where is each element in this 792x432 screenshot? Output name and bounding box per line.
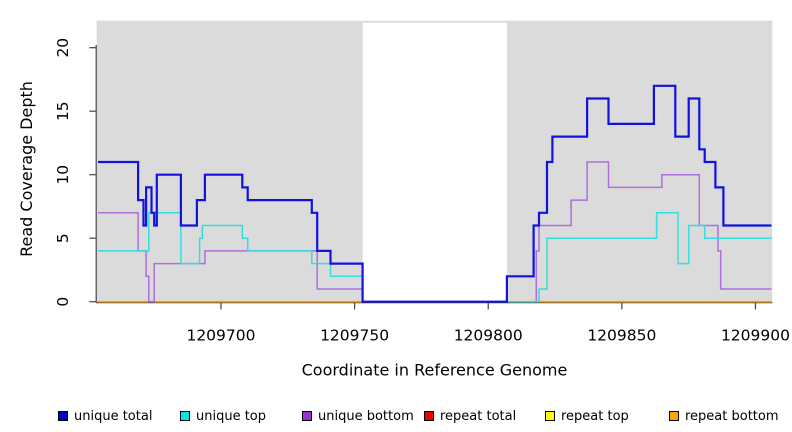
- legend-label: unique bottom: [318, 408, 414, 424]
- x-tick-label: 1209750: [320, 327, 389, 345]
- legend-item-unique-bottom: unique bottom: [302, 408, 414, 424]
- legend-label: repeat bottom: [685, 408, 779, 424]
- legend-item-repeat-total: repeat total: [424, 408, 516, 424]
- x-tick-label: 1209850: [587, 327, 656, 345]
- legend-swatch: [58, 411, 68, 421]
- legend-item-repeat-top: repeat top: [545, 408, 629, 424]
- legend-item-repeat-bottom: repeat bottom: [669, 408, 779, 424]
- x-tick-label: 1209700: [186, 327, 255, 345]
- series-line-unique-total: [98, 84, 772, 303]
- y-tick-label: 0: [54, 297, 72, 307]
- x-tick-label: 1209800: [454, 327, 523, 345]
- legend-swatch: [669, 411, 679, 421]
- series-line-unique-top: [98, 212, 772, 303]
- legend-label: repeat total: [440, 408, 517, 424]
- legend-swatch: [180, 411, 190, 421]
- masked-gap-region: [362, 22, 507, 303]
- legend-label: repeat top: [561, 408, 629, 424]
- x-tick-label: 1209900: [721, 327, 790, 345]
- y-tick-label: 20: [54, 38, 72, 58]
- y-axis-title: Read Coverage Depth: [17, 81, 36, 257]
- legend-swatch: [424, 411, 434, 421]
- y-tick-label: 15: [54, 101, 72, 121]
- legend: unique total unique top unique bottom repea…: [0, 408, 792, 428]
- series-line-unique-bottom: [98, 161, 772, 303]
- legend-item-unique-total: unique total: [58, 408, 152, 424]
- legend-label: unique total: [74, 408, 153, 424]
- y-tick-label: 10: [54, 165, 72, 185]
- legend-swatch: [302, 411, 312, 421]
- chart-layers: 1209700 1209750 1209800 1209850 1209900 0 5 10 1…: [54, 20, 790, 345]
- legend-label: unique top: [196, 408, 267, 424]
- legend-item-unique-top: unique top: [180, 408, 266, 424]
- y-tick-label: 5: [54, 233, 72, 243]
- x-axis-title: Coordinate in Reference Genome: [302, 361, 568, 380]
- legend-swatch: [545, 411, 555, 421]
